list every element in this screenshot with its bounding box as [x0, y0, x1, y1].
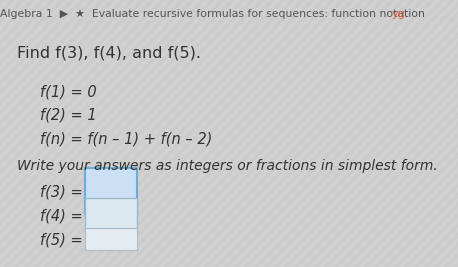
Text: f(4) =: f(4) =: [40, 209, 83, 224]
Text: Find f(3), f(4), and f(5).: Find f(3), f(4), and f(5).: [17, 46, 202, 61]
Text: Algebra 1  ▶  ★  Evaluate recursive formulas for sequences: function notation: Algebra 1 ▶ ★ Evaluate recursive formula…: [0, 9, 436, 18]
Text: f(3) =: f(3) =: [40, 185, 83, 200]
FancyBboxPatch shape: [85, 198, 137, 232]
Text: f(2) = 1: f(2) = 1: [40, 108, 97, 123]
FancyBboxPatch shape: [85, 168, 137, 214]
Text: f(n) = f(n – 1) + f(n – 2): f(n) = f(n – 1) + f(n – 2): [40, 131, 213, 146]
Text: f(5) =: f(5) =: [40, 233, 83, 248]
Text: yg: yg: [392, 9, 405, 18]
Text: Write your answers as integers or fractions in simplest form.: Write your answers as integers or fracti…: [17, 159, 438, 172]
Text: f(1) = 0: f(1) = 0: [40, 85, 97, 100]
FancyBboxPatch shape: [85, 227, 137, 250]
